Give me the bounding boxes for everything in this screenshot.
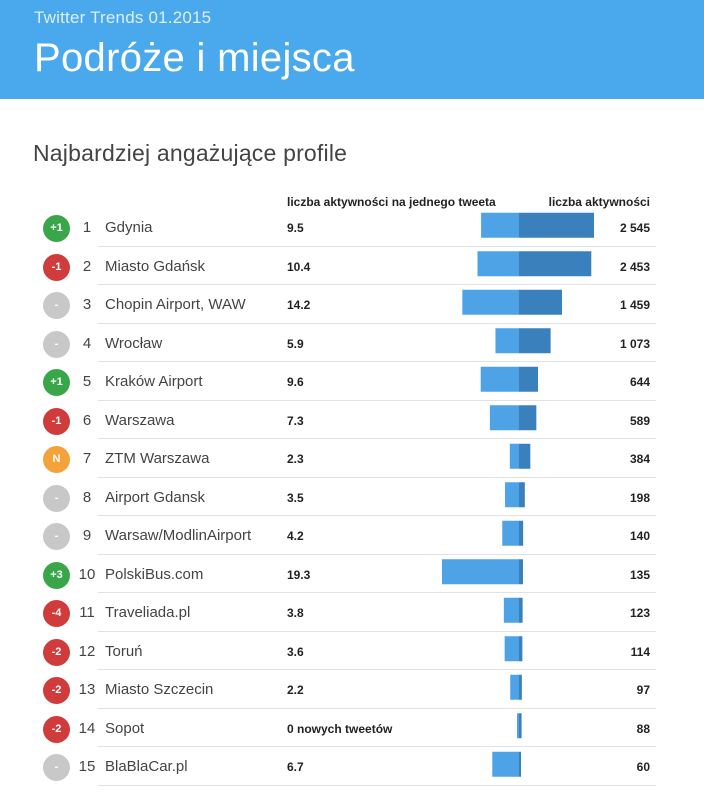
total-value: 644 [630,375,650,389]
total-value: 88 [637,722,650,736]
total-value: 384 [630,452,650,466]
row-divider [98,785,656,786]
profile-name: Gdynia [105,219,153,236]
ratio-value: 7.3 [287,414,304,428]
table-row: +1 1 Gdynia 9.5 2 545 [0,208,704,247]
total-value: 123 [630,606,650,620]
profile-name: PolskiBus.com [105,566,203,583]
total-value: 135 [630,568,650,582]
rank-change-badge: +1 [43,215,70,242]
rank-number: 15 [78,758,96,775]
ratio-value: 2.2 [287,683,304,697]
profile-name: Airport Gdansk [105,489,205,506]
profile-name: Traveliada.pl [105,604,190,621]
ratio-value: 3.8 [287,606,304,620]
rank-number: 3 [78,296,96,313]
profile-name: Toruń [105,643,143,660]
rank-change-badge: - [43,754,70,781]
rank-number: 13 [78,681,96,698]
table-row: -2 13 Miasto Szczecin 2.2 97 [0,670,704,709]
rank-number: 14 [78,720,96,737]
ratio-value: 19.3 [287,568,310,582]
profile-name: Warsaw/ModlinAirport [105,527,251,544]
column-header-total: liczba aktywności [549,195,650,209]
rank-number: 9 [78,527,96,544]
rank-number: 7 [78,450,96,467]
header-subtitle: Twitter Trends 01.2015 [34,8,211,28]
rank-change-badge: -2 [43,677,70,704]
table-row: -9 Warsaw/ModlinAirport 4.2 140 [0,516,704,555]
table-row: -1 6 Warszawa 7.3 589 [0,401,704,440]
ratio-value: 6.7 [287,760,304,774]
table-row: N 7 ZTM Warszawa 2.3 384 [0,439,704,478]
total-value: 2 453 [620,260,650,274]
table-row: -15 BlaBlaCar.pl 6.7 60 [0,747,704,786]
total-value: 140 [630,529,650,543]
page-title: Podróże i miejsca [34,36,355,81]
rank-number: 12 [78,643,96,660]
table-row: -1 2 Miasto Gdańsk 10.4 2 453 [0,247,704,286]
ratio-value: 2.3 [287,452,304,466]
total-value: 2 545 [620,221,650,235]
total-value: 198 [630,491,650,505]
table-row: +3 10 PolskiBus.com 19.3 135 [0,555,704,594]
total-value: 1 459 [620,298,650,312]
rank-change-badge: - [43,292,70,319]
profile-name: ZTM Warszawa [105,450,209,467]
ratio-value: 5.9 [287,337,304,351]
ratio-value: 9.5 [287,221,304,235]
rank-number: 11 [78,604,96,621]
total-value: 1 073 [620,337,650,351]
section-title: Najbardziej angażujące profile [33,140,347,167]
total-value: 97 [637,683,650,697]
table-row: -4 11 Traveliada.pl 3.8 123 [0,593,704,632]
rank-change-badge: -2 [43,639,70,666]
rank-change-badge: - [43,523,70,550]
profile-name: Sopot [105,720,144,737]
header-banner: Twitter Trends 01.2015 Podróże i miejsca [0,0,704,99]
profile-name: Chopin Airport, WAW [105,296,246,313]
rank-change-badge: -1 [43,254,70,281]
column-header-ratio: liczba aktywności na jednego tweeta [287,195,496,209]
ratio-value: 3.6 [287,645,304,659]
profile-name: Kraków Airport [105,373,203,390]
total-value: 114 [631,645,650,659]
profile-name: BlaBlaCar.pl [105,758,188,775]
rank-change-badge: - [43,485,70,512]
rank-change-badge: N [43,446,70,473]
table-row: -2 14 Sopot 0 nowych tweetów 88 [0,709,704,748]
rank-change-badge: +3 [43,562,70,589]
rank-number: 10 [78,566,96,583]
ratio-value: 9.6 [287,375,304,389]
rank-number: 2 [78,258,96,275]
total-value: 60 [637,760,650,774]
rank-change-badge: +1 [43,369,70,396]
profile-name: Wrocław [105,335,162,352]
profile-name: Miasto Gdańsk [105,258,205,275]
ratio-value: 4.2 [287,529,304,543]
rank-number: 1 [78,219,96,236]
rank-number: 6 [78,412,96,429]
rank-change-badge: -2 [43,716,70,743]
rank-number: 5 [78,373,96,390]
rank-change-badge: -4 [43,600,70,627]
total-value: 589 [630,414,650,428]
rank-change-badge: -1 [43,408,70,435]
ratio-value: 14.2 [287,298,310,312]
table-row: +1 5 Kraków Airport 9.6 644 [0,362,704,401]
table-row: -4 Wrocław 5.9 1 073 [0,324,704,363]
profile-name: Warszawa [105,412,174,429]
ratio-value: 0 nowych tweetów [287,722,392,736]
table-row: -8 Airport Gdansk 3.5 198 [0,478,704,517]
rank-change-badge: - [43,331,70,358]
ratio-value: 10.4 [287,260,310,274]
table-row: -2 12 Toruń 3.6 114 [0,632,704,671]
rank-number: 8 [78,489,96,506]
rank-number: 4 [78,335,96,352]
profile-name: Miasto Szczecin [105,681,213,698]
table-row: -3 Chopin Airport, WAW 14.2 1 459 [0,285,704,324]
ratio-value: 3.5 [287,491,304,505]
